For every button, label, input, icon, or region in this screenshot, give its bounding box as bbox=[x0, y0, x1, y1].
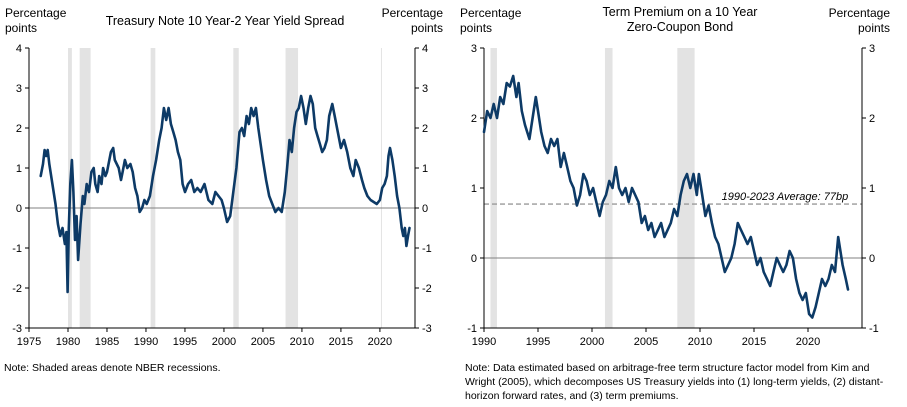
x-tick-label: 2000 bbox=[212, 336, 236, 348]
left-tick-label: -1 bbox=[12, 243, 22, 255]
left-tick-label: -2 bbox=[12, 283, 22, 295]
x-tick-label: 1995 bbox=[526, 336, 550, 348]
left-tick-label: 2 bbox=[471, 113, 477, 125]
series-line bbox=[39, 94, 411, 294]
left-tick-label: -3 bbox=[12, 323, 22, 335]
right-tick-label: 3 bbox=[422, 83, 428, 95]
x-tick-label: 2000 bbox=[580, 336, 604, 348]
x-tick-label: 2015 bbox=[742, 336, 766, 348]
x-tick-label: 2010 bbox=[688, 336, 712, 348]
x-tick-label: 1985 bbox=[95, 336, 119, 348]
recession-band bbox=[490, 48, 497, 328]
chart-title: Zero-Coupon Bond bbox=[627, 20, 733, 34]
left-axis-label: points bbox=[460, 21, 492, 35]
right-tick-label: 3 bbox=[869, 43, 875, 55]
right-tick-label: -1 bbox=[422, 243, 432, 255]
x-tick-label: 2005 bbox=[251, 336, 275, 348]
x-tick-label: 1980 bbox=[56, 336, 80, 348]
right-tick-label: 2 bbox=[869, 113, 875, 125]
x-tick-label: 2020 bbox=[368, 336, 392, 348]
x-tick-label: 1995 bbox=[173, 336, 197, 348]
right-tick-label: -1 bbox=[869, 323, 879, 335]
chart-title: Treasury Note 10 Year-2 Year Yield Sprea… bbox=[106, 14, 345, 28]
x-tick-label: 1990 bbox=[134, 336, 158, 348]
right-tick-label: -2 bbox=[422, 283, 432, 295]
left-tick-label: 3 bbox=[471, 43, 477, 55]
left-tick-label: 3 bbox=[16, 83, 22, 95]
right-tick-label: 2 bbox=[422, 123, 428, 135]
x-tick-label: 1975 bbox=[17, 336, 41, 348]
yield-spread-note: Note: Shaded areas denote NBER recession… bbox=[4, 362, 221, 374]
right-axis-label: Percentage bbox=[829, 6, 891, 20]
x-tick-label: 1990 bbox=[472, 336, 496, 348]
average-label: 1990-2023 Average: 77bp bbox=[722, 191, 849, 203]
left-axis-label: Percentage bbox=[460, 6, 522, 20]
left-tick-label: 2 bbox=[16, 123, 22, 135]
left-tick-label: 0 bbox=[471, 253, 477, 265]
x-tick-label: 2020 bbox=[796, 336, 820, 348]
x-tick-label: 2010 bbox=[290, 336, 314, 348]
right-axis-label: points bbox=[858, 21, 890, 35]
recession-band bbox=[285, 48, 299, 328]
x-tick-label: 2015 bbox=[329, 336, 353, 348]
recession-band bbox=[150, 48, 156, 328]
left-axis-label: points bbox=[5, 21, 37, 35]
right-tick-label: -3 bbox=[422, 323, 432, 335]
right-axis-label: points bbox=[411, 21, 443, 35]
right-tick-label: 1 bbox=[422, 163, 428, 175]
left-tick-label: -1 bbox=[467, 323, 477, 335]
right-tick-label: 0 bbox=[422, 203, 428, 215]
recession-band bbox=[677, 48, 695, 328]
left-tick-label: 4 bbox=[16, 43, 22, 55]
left-tick-label: 1 bbox=[16, 163, 22, 175]
x-tick-label: 2005 bbox=[634, 336, 658, 348]
right-tick-label: 4 bbox=[422, 43, 428, 55]
left-tick-label: 1 bbox=[471, 183, 477, 195]
recession-band bbox=[233, 48, 239, 328]
right-tick-label: 0 bbox=[869, 253, 875, 265]
left-tick-label: 0 bbox=[16, 203, 22, 215]
term-premium-note: Note: Data estimated based on arbitrage-… bbox=[465, 362, 884, 402]
left-axis-label: Percentage bbox=[5, 6, 67, 20]
right-tick-label: 1 bbox=[869, 183, 875, 195]
right-axis-label: Percentage bbox=[382, 6, 444, 20]
chart-title: Term Premium on a 10 Year bbox=[603, 5, 758, 19]
series-line bbox=[482, 74, 850, 319]
